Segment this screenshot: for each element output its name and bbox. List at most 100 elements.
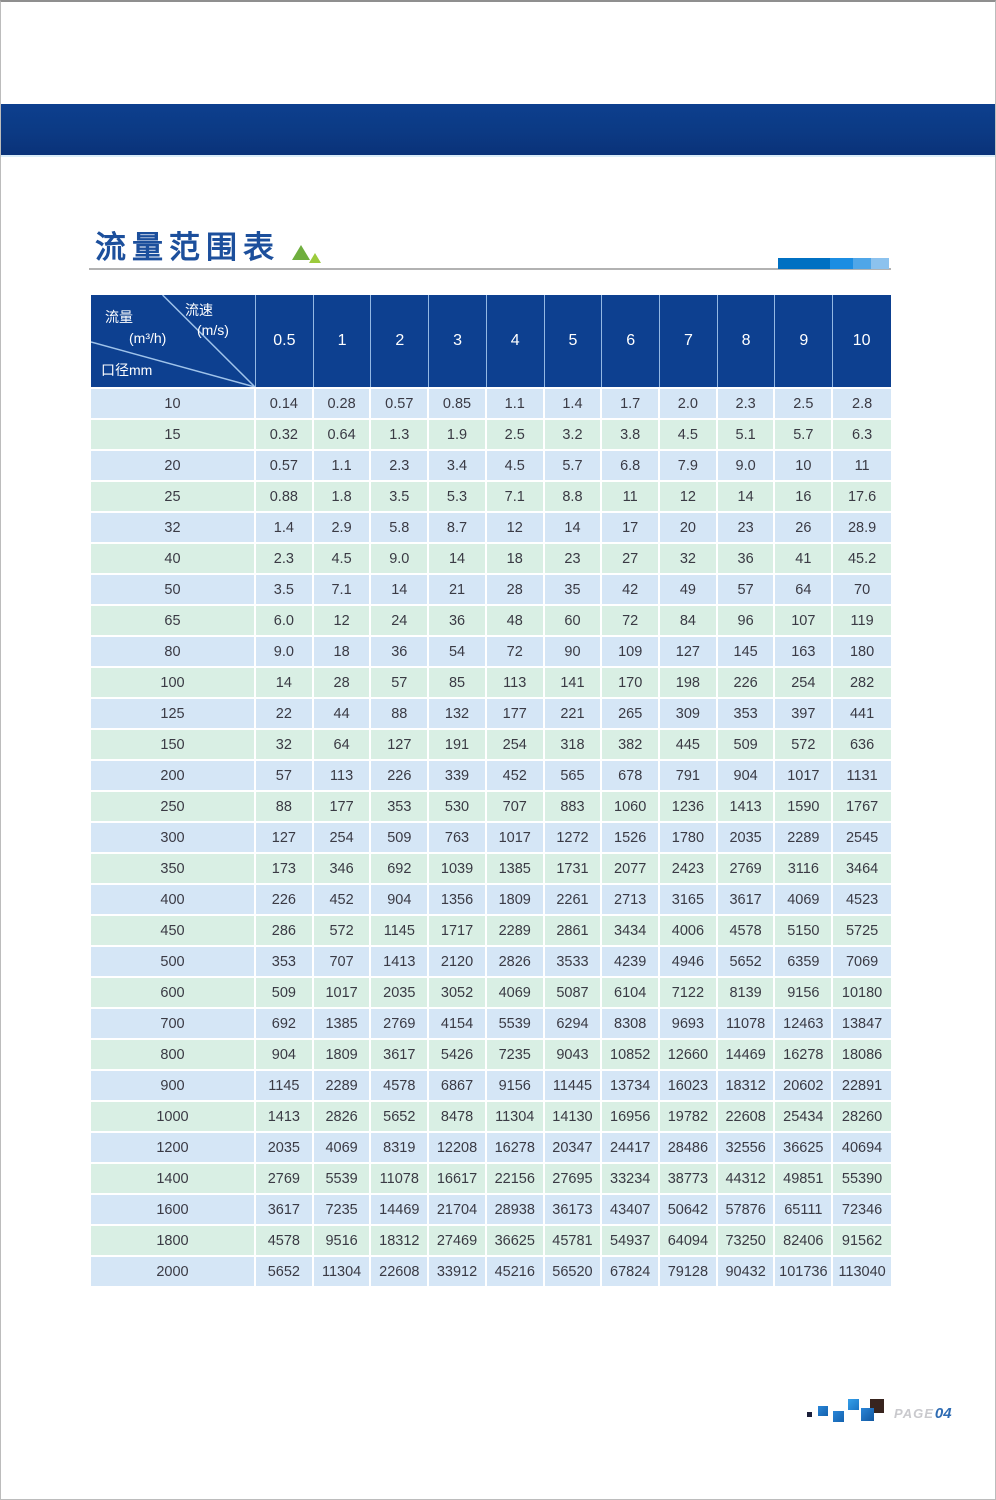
table-row: 250 88 177 353 530 707 883 1060 1236 1413 1590 1767 (91, 790, 891, 821)
flow-value-cell: 5426 (429, 1038, 487, 1069)
flow-value-cell: 5539 (313, 1162, 372, 1193)
flow-value-cell: 3.8 (602, 418, 661, 449)
deco-square-icon (861, 1408, 874, 1421)
flow-value-cell: 127 (660, 635, 718, 666)
flow-value-cell: 107 (775, 604, 834, 635)
flow-value-cell: 4069 (486, 976, 545, 1007)
flow-value-cell: 113 (486, 666, 545, 697)
flow-value-cell: 509 (371, 821, 430, 852)
table-row: 65 6.0 12 24 36 48 60 72 84 96 107 119 (91, 604, 891, 635)
triangle-small-icon (309, 253, 321, 263)
flow-value-cell: 3.2 (544, 418, 603, 449)
flow-value-cell: 57 (371, 666, 430, 697)
flow-value-cell: 452 (486, 759, 545, 790)
flow-value-cell: 57 (256, 759, 314, 790)
deco-square-icon (818, 1406, 828, 1416)
flow-value-cell: 14 (256, 666, 314, 697)
header-band (1, 104, 995, 157)
flow-value-cell: 23 (717, 511, 776, 542)
table-row: 25 0.88 1.8 3.5 5.3 7.1 8.8 11 12 14 16 17.6 (91, 480, 891, 511)
diameter-cell: 10 (91, 387, 256, 418)
flow-value-cell: 4946 (660, 945, 718, 976)
velocity-column-header: 10 (833, 295, 891, 387)
diameter-cell: 600 (91, 976, 256, 1007)
flow-value-cell: 36 (717, 542, 776, 573)
velocity-unit-label: (m/s) (197, 322, 229, 338)
flow-value-cell: 1.9 (429, 418, 487, 449)
velocity-column-header: 3 (429, 295, 487, 387)
flow-value-cell: 45216 (486, 1255, 545, 1286)
flow-value-cell: 25434 (775, 1100, 834, 1131)
flow-value-cell: 28 (313, 666, 372, 697)
diameter-cell: 1000 (91, 1100, 256, 1131)
flow-value-cell: 18 (486, 542, 545, 573)
flow-value-cell: 7235 (313, 1193, 372, 1224)
flow-value-cell: 198 (660, 666, 718, 697)
flow-value-cell: 41 (775, 542, 834, 573)
diameter-cell: 50 (91, 573, 256, 604)
flow-value-cell: 22 (256, 697, 314, 728)
diameter-cell: 100 (91, 666, 256, 697)
flow-value-cell: 318 (544, 728, 603, 759)
table-row: 300 127 254 509 763 1017 1272 1526 1780 2035 2289 2… (91, 821, 891, 852)
flow-value-cell: 2.0 (660, 387, 718, 418)
flow-value-cell: 88 (256, 790, 314, 821)
flow-value-cell: 8478 (429, 1100, 487, 1131)
flow-value-cell: 5.7 (544, 449, 603, 480)
flow-value-cell: 11304 (313, 1255, 372, 1286)
diameter-cell: 15 (91, 418, 256, 449)
flow-value-cell: 2035 (371, 976, 430, 1007)
diameter-cell: 80 (91, 635, 256, 666)
triangle-bullet-icon (292, 241, 326, 263)
flow-value-cell: 282 (833, 666, 891, 697)
flow-value-cell: 12 (486, 511, 545, 542)
flow-value-cell: 12463 (775, 1007, 834, 1038)
flow-value-cell: 50642 (660, 1193, 718, 1224)
flow-value-cell: 191 (429, 728, 487, 759)
flow-value-cell: 509 (256, 976, 314, 1007)
flow-value-cell: 2.3 (371, 449, 430, 480)
flow-value-cell: 1017 (313, 976, 372, 1007)
flow-value-cell: 0.32 (256, 418, 314, 449)
diameter-cell: 250 (91, 790, 256, 821)
flow-value-cell: 33912 (429, 1255, 487, 1286)
flow-value-cell: 72 (486, 635, 545, 666)
diameter-cell: 200 (91, 759, 256, 790)
flow-value-cell: 3165 (660, 883, 718, 914)
velocity-column-header: 2 (371, 295, 430, 387)
flow-value-cell: 3434 (602, 914, 661, 945)
table-row: 150 32 64 127 191 254 318 382 445 509 572 636 (91, 728, 891, 759)
diameter-cell: 32 (91, 511, 256, 542)
flow-value-cell: 11078 (371, 1162, 430, 1193)
flow-value-cell: 1385 (313, 1007, 372, 1038)
flow-value-cell: 1017 (775, 759, 834, 790)
velocity-column-header: 0.5 (256, 295, 314, 387)
diameter-cell: 1600 (91, 1193, 256, 1224)
diameter-cell: 500 (91, 945, 256, 976)
flow-value-cell: 692 (256, 1007, 314, 1038)
diameter-cell: 400 (91, 883, 256, 914)
flow-value-cell: 0.14 (256, 387, 314, 418)
flow-value-cell: 14130 (544, 1100, 603, 1131)
diameter-label: 口径mm (101, 362, 153, 378)
flow-value-cell: 32556 (717, 1131, 776, 1162)
flow-value-cell: 18086 (833, 1038, 891, 1069)
flow-value-cell: 113 (313, 759, 372, 790)
flow-value-cell: 4154 (429, 1007, 487, 1038)
flow-value-cell: 88 (371, 697, 430, 728)
flow-value-cell: 0.28 (313, 387, 372, 418)
diameter-cell: 2000 (91, 1255, 256, 1286)
flow-value-cell: 84 (660, 604, 718, 635)
page-number: PAGE04 (894, 1405, 952, 1423)
flow-value-cell: 101736 (775, 1255, 834, 1286)
flow-value-cell: 16617 (429, 1162, 487, 1193)
flow-value-cell: 7.1 (313, 573, 372, 604)
flow-value-cell: 1.4 (256, 511, 314, 542)
flow-value-cell: 353 (371, 790, 430, 821)
flow-value-cell: 572 (775, 728, 834, 759)
flow-value-cell: 13734 (602, 1069, 661, 1100)
velocity-column-header: 4 (486, 295, 545, 387)
flow-value-cell: 2.3 (717, 387, 776, 418)
flow-value-cell: 226 (256, 883, 314, 914)
flow-value-cell: 0.64 (313, 418, 372, 449)
